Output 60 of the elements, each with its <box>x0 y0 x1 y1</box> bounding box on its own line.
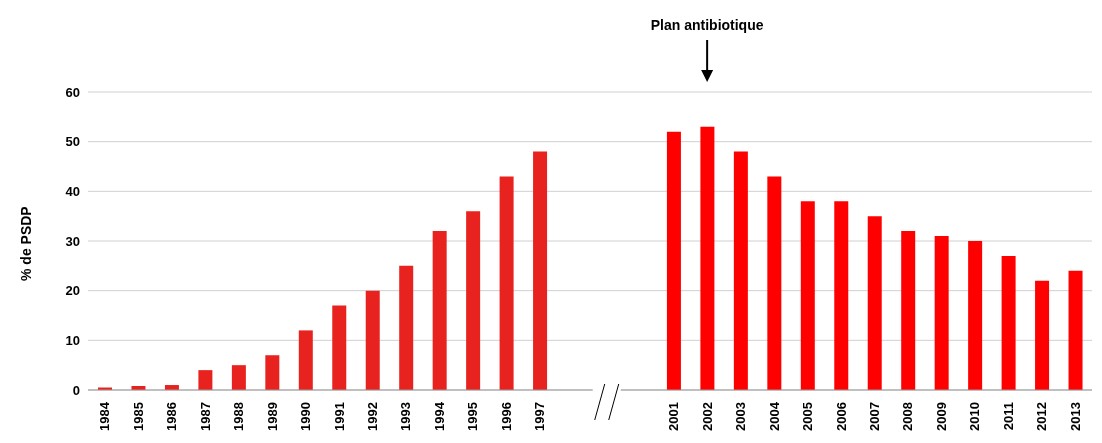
y-tick-label: 0 <box>72 382 80 398</box>
x-tick-label: 2013 <box>1067 402 1083 431</box>
bar <box>733 151 748 390</box>
x-tick-label: 2009 <box>933 402 949 431</box>
x-tick-label: 2004 <box>766 401 782 431</box>
bar <box>198 370 213 390</box>
x-tick-label: 1996 <box>498 402 514 431</box>
x-tick-label: 2005 <box>800 402 816 431</box>
x-tick-label: 1990 <box>298 402 314 431</box>
bar <box>298 330 313 390</box>
y-axis-title: % de PSDP <box>17 206 34 281</box>
y-tick-label: 40 <box>65 183 80 199</box>
x-tick-label: 1984 <box>97 401 113 431</box>
bar <box>332 305 347 390</box>
bar <box>1001 255 1016 390</box>
x-tick-label: 1992 <box>364 402 380 431</box>
x-tick-label: 2006 <box>833 402 849 431</box>
bar <box>834 201 849 390</box>
bar <box>901 231 916 390</box>
y-tick-label: 50 <box>65 134 80 150</box>
bar <box>1068 270 1083 390</box>
x-tick-label: 1986 <box>164 402 180 431</box>
bar <box>867 216 882 390</box>
x-tick-label: 1988 <box>231 402 247 431</box>
bar <box>968 241 983 390</box>
y-tick-label: 20 <box>65 283 80 299</box>
y-tick-label: 30 <box>65 233 80 249</box>
x-tick-label: 2007 <box>866 402 882 431</box>
bar <box>365 290 380 390</box>
bar <box>499 176 514 390</box>
x-tick-label: 1995 <box>465 402 481 431</box>
x-tick-label: 2010 <box>967 402 983 431</box>
x-tick-label: 2011 <box>1000 402 1016 431</box>
x-tick-label: 1997 <box>532 402 548 431</box>
x-tick-label: 2008 <box>900 402 916 431</box>
x-tick-label: 1987 <box>197 402 213 431</box>
bar <box>700 126 715 390</box>
bar <box>432 231 447 390</box>
bar <box>265 355 280 390</box>
bar <box>1035 280 1050 390</box>
bar <box>231 365 246 390</box>
text: Plan antibiotique <box>650 17 764 33</box>
y-tick-label: 10 <box>65 332 80 348</box>
bar <box>934 236 949 390</box>
bar <box>533 151 548 390</box>
x-tick-label: 2003 <box>733 402 749 431</box>
bar <box>399 265 414 390</box>
x-tick-label: 2001 <box>666 402 682 431</box>
bar <box>800 201 815 390</box>
x-tick-label: 1985 <box>130 402 146 431</box>
y-tick-label: 60 <box>65 84 80 100</box>
x-tick-label: 1993 <box>398 402 414 431</box>
bar <box>666 131 681 390</box>
x-tick-label: 1991 <box>331 402 347 431</box>
bar <box>767 176 782 390</box>
x-tick-label: 1989 <box>264 402 280 431</box>
bar <box>466 211 481 390</box>
x-tick-label: 2002 <box>699 402 715 431</box>
x-tick-label: 1994 <box>431 401 447 431</box>
x-tick-label: 2012 <box>1034 402 1050 431</box>
